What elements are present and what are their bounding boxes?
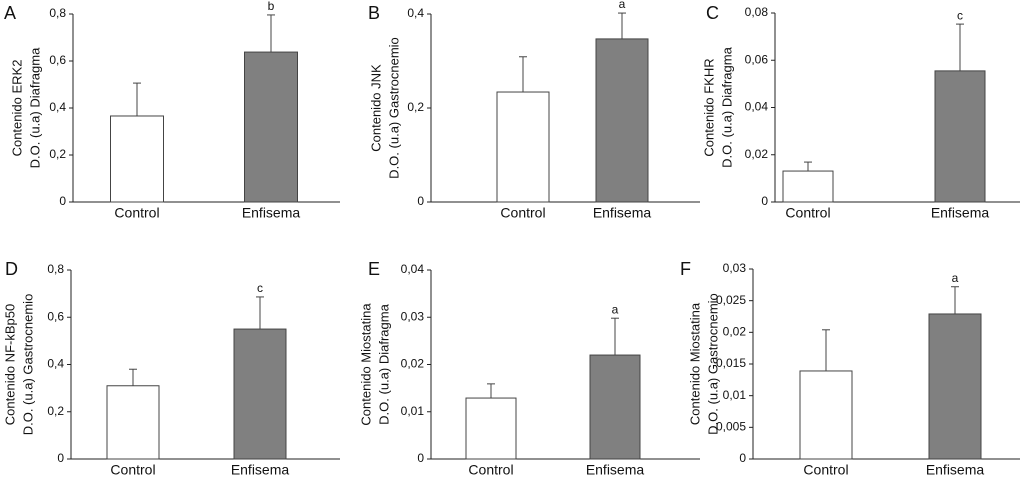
y-tick-label: 0,2 [49,147,66,161]
y-axis-label: Contenido NF-kBp50 [2,304,17,425]
x-tick-label: Control [110,462,155,478]
y-tick-label: 0,015 [716,356,746,370]
bar [106,385,160,460]
y-tick-label: 0,04 [401,262,425,276]
x-tick-label: Enfisema [231,462,290,478]
bar [589,354,641,460]
y-tick-label: 0,005 [716,420,746,434]
x-tick-label: Control [785,205,830,221]
y-axis-label: Contenido JNK [368,64,383,152]
y-tick-label: 0,6 [47,309,64,323]
x-tick-label: Enfisema [593,205,652,221]
y-axis-label: D.O. (u.a) Diafragma [719,46,734,167]
bar [782,170,834,203]
bar [233,328,287,460]
y-tick-label: 0 [417,451,424,465]
panel-letter: A [4,3,16,23]
y-tick-label: 0,8 [49,6,66,20]
bar [934,70,986,203]
bar [595,38,649,203]
y-tick-label: 0,02 [401,357,425,371]
significance-label: a [612,302,619,316]
bar [928,313,982,460]
y-tick-label: 0 [761,194,768,208]
significance-label: c [257,281,263,295]
y-tick-label: 0,2 [407,100,424,114]
significance-label: a [952,271,959,285]
y-axis-label: Contenido Miostatina [358,303,373,426]
panel-letter: C [706,3,719,23]
y-tick-label: 0,06 [745,52,769,66]
panel-letter: F [680,259,691,279]
y-tick-label: 0,03 [723,261,747,275]
y-tick-label: 0,04 [745,100,769,114]
y-axis-label: Contenido ERK2 [9,60,24,157]
y-tick-label: 0,8 [47,262,64,276]
significance-label: a [619,0,626,11]
y-tick-label: 0,01 [401,404,425,418]
y-tick-label: 0 [59,194,66,208]
x-tick-label: Enfisema [586,462,645,478]
bar [496,91,550,203]
y-axis-label: D.O. (u.a) Diafragma [376,303,391,424]
panel-letter: E [368,259,380,279]
y-tick-label: 0,025 [716,293,746,307]
y-axis-label: Contenido Miostatina [687,302,702,425]
panel-letter: B [368,3,380,23]
bar [465,397,517,460]
y-tick-label: 0,4 [47,357,64,371]
y-tick-label: 0,4 [49,100,66,114]
x-tick-label: Control [500,205,545,221]
y-tick-label: 0,08 [745,5,769,19]
x-tick-label: Control [114,205,159,221]
y-axis-label: D.O. (u.a) Gastrocnemio [20,294,35,436]
y-tick-label: 0 [739,451,746,465]
bar [799,370,853,460]
panel-letter: D [5,259,18,279]
y-axis-label: Contenido FKHR [701,58,716,156]
x-tick-label: Enfisema [926,462,985,478]
bar [244,51,298,203]
y-axis-label: D.O. (u.a) Diafragma [27,47,42,168]
y-axis-label: D.O. (u.a) Gastrocnemio [705,293,720,435]
y-tick-label: 0,01 [723,388,747,402]
y-tick-label: 0,6 [49,53,66,67]
y-tick-label: 0,02 [745,147,769,161]
y-tick-label: 0,2 [47,404,64,418]
y-axis-label: D.O. (u.a) Gastrocnemio [386,37,401,179]
x-tick-label: Enfisema [931,205,990,221]
y-tick-label: 0,02 [723,325,747,339]
bar [110,115,164,203]
x-tick-label: Control [803,462,848,478]
significance-label: b [268,0,275,13]
y-tick-label: 0 [57,451,64,465]
y-tick-label: 0,4 [407,6,424,20]
y-tick-label: 0,03 [401,309,425,323]
y-tick-label: 0 [417,194,424,208]
significance-label: c [957,8,963,22]
x-tick-label: Enfisema [242,205,301,221]
x-tick-label: Control [468,462,513,478]
